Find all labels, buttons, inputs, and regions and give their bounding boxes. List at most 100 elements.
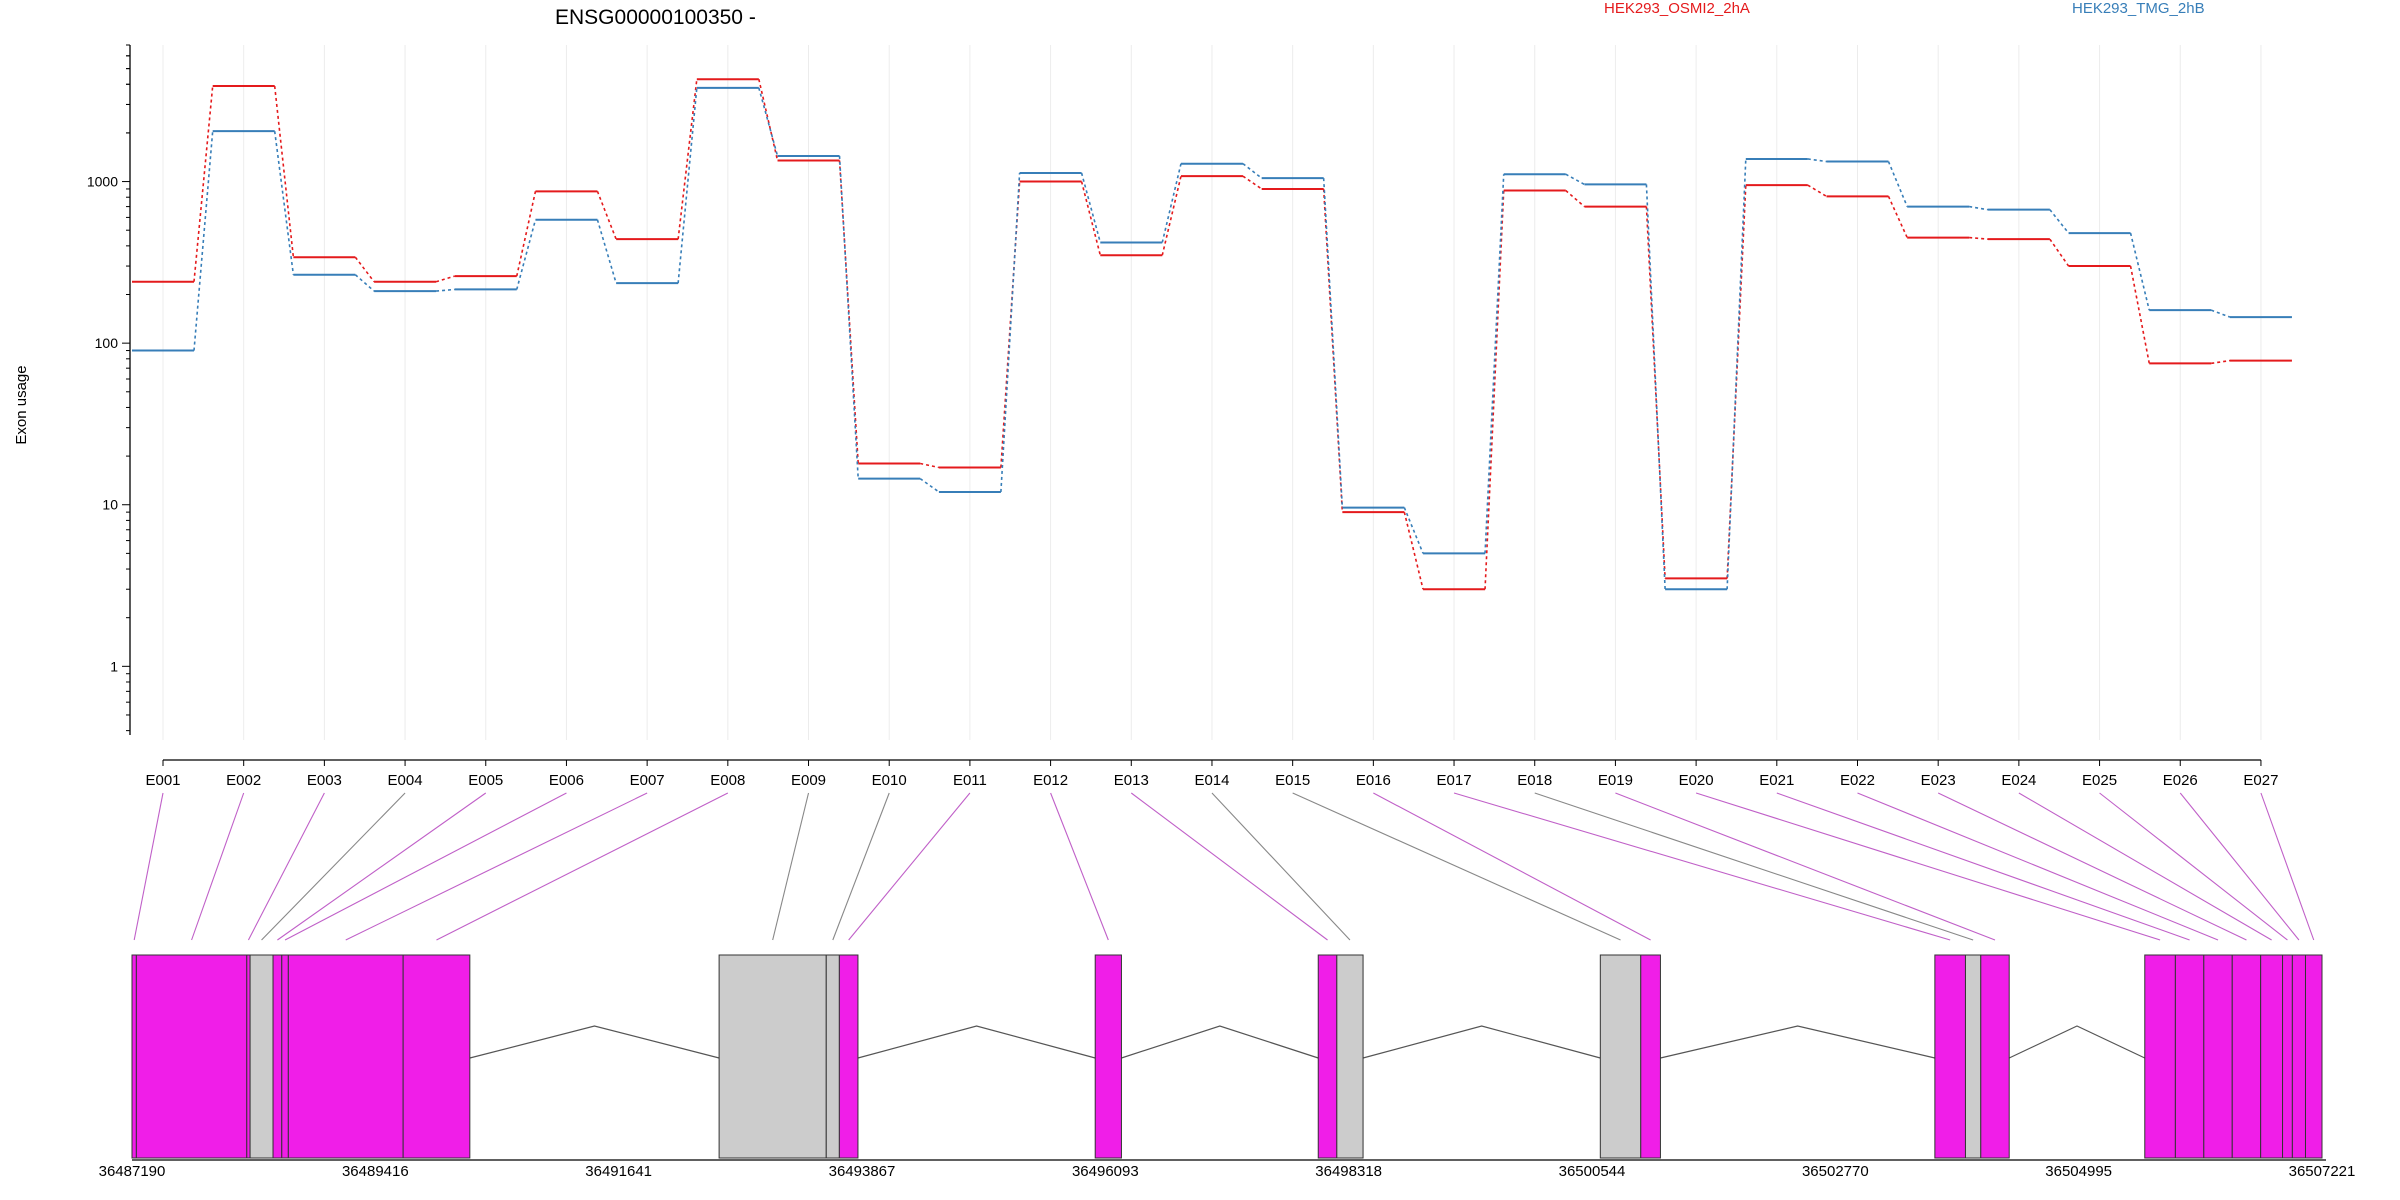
series-connector xyxy=(435,275,455,283)
exon-label-E017: E017 xyxy=(1437,772,1472,789)
series-connector xyxy=(1080,181,1102,256)
exon-box-E002 xyxy=(135,954,248,1159)
connector-E014 xyxy=(1211,792,1351,941)
series-connector xyxy=(596,191,617,240)
coordinate-tick-label: 36502770 xyxy=(1802,1163,1869,1180)
exon-label-E010: E010 xyxy=(872,772,907,789)
connector-E027 xyxy=(2260,792,2315,941)
series-connector xyxy=(1969,236,1988,240)
series-connector xyxy=(1322,178,1344,508)
exon-label-E009: E009 xyxy=(791,772,826,789)
y-axis: 1 10 100 1000 xyxy=(87,44,131,735)
exon-label-E025: E025 xyxy=(2082,772,2117,789)
exon-label-E001: E001 xyxy=(145,772,180,789)
series-connector xyxy=(919,478,940,493)
series-connector xyxy=(273,85,295,258)
coordinate-tick-label: 36496093 xyxy=(1072,1163,1139,1180)
exon-box-E024 xyxy=(2260,954,2284,1159)
connector-E026 xyxy=(2179,792,2300,941)
series-connector xyxy=(1565,189,1585,208)
series-connector xyxy=(2129,265,2151,364)
exon-box-E027 xyxy=(2304,954,2323,1159)
connector-E003 xyxy=(247,792,325,941)
exon-label-E002: E002 xyxy=(226,772,261,789)
series-connector xyxy=(1484,190,1505,590)
grid-lines xyxy=(162,45,2262,740)
series-lines xyxy=(132,78,2292,591)
intron-line xyxy=(1121,1025,1319,1059)
coordinate-tick-label: 36504995 xyxy=(2045,1163,2112,1180)
exon-box-E006 xyxy=(281,954,289,1159)
exon-label-E015: E015 xyxy=(1275,772,1310,789)
connector-E005 xyxy=(277,792,487,941)
exon-box-E026 xyxy=(2291,954,2306,1159)
connector-E015 xyxy=(1292,792,1621,941)
exon-box-E001 xyxy=(131,954,137,1159)
series-connector xyxy=(193,85,214,282)
series-connector xyxy=(677,87,698,284)
series-connector xyxy=(1645,184,1666,590)
exon-label-E019: E019 xyxy=(1598,772,1633,789)
connector-E025 xyxy=(2099,792,2288,941)
series-connector xyxy=(1000,181,1021,468)
series-connector xyxy=(273,131,295,275)
exon-box-E019 xyxy=(1980,954,2010,1159)
exon-box-E012 xyxy=(1094,954,1122,1159)
exon-label-E006: E006 xyxy=(549,772,584,789)
exon-box-E014 xyxy=(1336,954,1364,1159)
series-connector xyxy=(596,219,617,284)
exon-label-E026: E026 xyxy=(2163,772,2198,789)
x-axis: E001 E002 E003 E004 E005 E006 E007 E008 E009 E010… xyxy=(145,759,2278,789)
series-connector xyxy=(1969,205,1988,211)
series-connector xyxy=(1565,173,1585,186)
exon-label-E005: E005 xyxy=(468,772,503,789)
series-connector xyxy=(758,79,779,161)
series-connector xyxy=(2210,309,2231,318)
exon-label-E020: E020 xyxy=(1679,772,1714,789)
exon-label-E027: E027 xyxy=(2243,772,2278,789)
connector-E024 xyxy=(2018,792,2272,941)
connector-E013 xyxy=(1130,792,1328,941)
series-connector xyxy=(1322,188,1344,513)
connector-E012 xyxy=(1050,792,1109,941)
exon-box-E004 xyxy=(249,954,274,1159)
series-connector xyxy=(435,288,455,292)
exon-label-E012: E012 xyxy=(1033,772,1068,789)
series-connector xyxy=(354,256,375,283)
series-connector xyxy=(920,462,940,469)
exon-box-E025 xyxy=(2282,954,2293,1159)
exon-label-E008: E008 xyxy=(710,772,745,789)
connector-E004 xyxy=(261,792,406,941)
legend-entry-tmg: HEK293_TMG_2hB xyxy=(2072,0,2205,17)
intron-line xyxy=(2008,1025,2146,1059)
series-connector xyxy=(1887,196,1908,238)
series-connector xyxy=(515,191,537,277)
exon-box-E013 xyxy=(1317,954,1338,1159)
y-tick-label: 1 xyxy=(110,658,118,674)
series-connector xyxy=(1484,174,1505,554)
series-connector xyxy=(2211,359,2231,365)
connector-E001 xyxy=(133,792,164,941)
exon-label-E011: E011 xyxy=(953,772,987,789)
series-connector xyxy=(1403,511,1424,590)
chart-title: ENSG00000100350 - xyxy=(555,6,756,29)
connector-E019 xyxy=(1615,792,1996,941)
series-connector xyxy=(1403,507,1424,554)
y-tick-label: 100 xyxy=(95,335,119,351)
series-connector xyxy=(1080,172,1102,243)
intron-line xyxy=(1362,1025,1601,1059)
exon-box-E009 xyxy=(718,954,827,1159)
series-HEK293_OSMI2_2hA xyxy=(132,78,2292,591)
connector-E016 xyxy=(1373,792,1651,941)
connector-E011 xyxy=(848,792,971,941)
connector-E006 xyxy=(284,792,567,941)
exon-label-E007: E007 xyxy=(630,772,665,789)
exon-label-E014: E014 xyxy=(1194,772,1229,789)
intron-line xyxy=(857,1025,1096,1059)
exon-box-E023 xyxy=(2231,954,2262,1159)
exon-box-E007 xyxy=(287,954,404,1159)
exon-label-E024: E024 xyxy=(2001,772,2036,789)
coordinate-tick-label: 36491641 xyxy=(585,1163,652,1180)
series-connector xyxy=(677,79,698,240)
coordinate-tick-label: 36500544 xyxy=(1559,1163,1626,1180)
